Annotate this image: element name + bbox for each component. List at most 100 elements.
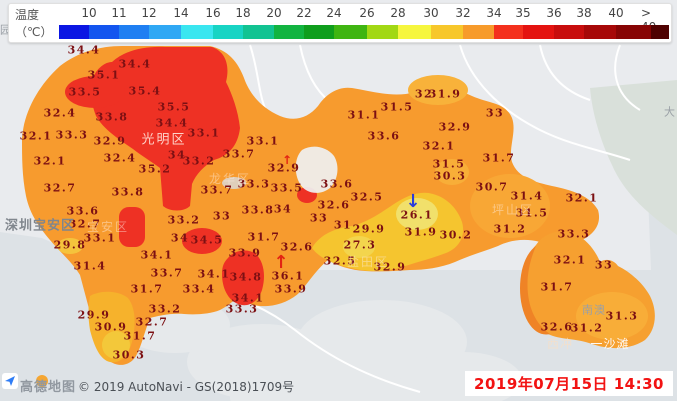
legend-tick: 35 xyxy=(515,6,531,20)
temp-label: 31.7 xyxy=(123,329,157,343)
temp-label: 32.5 xyxy=(323,254,357,268)
legend-swatch xyxy=(59,25,89,39)
autonavi-logo-icon xyxy=(2,373,18,389)
legend-swatch xyxy=(616,25,651,39)
temperature-legend: 温度 （℃） 10 11 12 14 16 18 20 22 24 26 28 30 32 34 35 36 3… xyxy=(8,3,672,43)
temp-label: 33.3 xyxy=(237,177,271,191)
temp-label: 31.7 xyxy=(482,151,516,165)
legend-tick: 11 xyxy=(111,6,127,20)
temp-label: 32.9 xyxy=(373,260,407,274)
legend-tick: 24 xyxy=(326,6,342,20)
temp-label: 33 xyxy=(485,106,505,120)
legend-tick: 20 xyxy=(266,6,282,20)
temp-label: 31.4 xyxy=(73,259,107,273)
temp-label: 31.7 xyxy=(540,280,574,294)
temp-label: 33 xyxy=(594,258,614,272)
legend-tick: 40 xyxy=(608,6,624,20)
temp-label: 33.2 xyxy=(167,213,201,227)
legend-tick: 34 xyxy=(486,6,502,20)
place-label: 坪山区 xyxy=(491,203,535,217)
temp-label: 32.5 xyxy=(350,190,384,204)
temp-label: 31.2 xyxy=(570,321,604,335)
temp-label: 34.8 xyxy=(229,270,263,284)
temp-label: 34.1 xyxy=(140,248,174,262)
temp-label: 32.6 xyxy=(317,198,351,212)
legend-tick: 32 xyxy=(455,6,471,20)
legend-tick: 26 xyxy=(359,6,375,20)
blue-down-arrow-icon: ↓ xyxy=(405,191,421,212)
brand-name: 高德地图 xyxy=(20,380,77,395)
legend-title-line2: （℃） xyxy=(15,24,53,39)
legend-tick: 30 xyxy=(423,6,439,20)
temp-label: 32.7 xyxy=(43,181,77,195)
reservoir-blob xyxy=(222,177,246,189)
temp-label: 35.4 xyxy=(128,84,162,98)
temp-label: 32.6 xyxy=(540,320,574,334)
temp-label: 31.3 xyxy=(605,309,639,323)
temp-label: 33 xyxy=(309,211,329,225)
temp-label: 26.1 xyxy=(400,208,434,222)
temp-label: 31.5 xyxy=(515,206,549,220)
temp-label: 32.1 xyxy=(422,139,456,153)
legend-tick: 22 xyxy=(296,6,312,20)
legend-swatch xyxy=(651,25,669,39)
temp-label: 33.7 xyxy=(200,183,234,197)
legend-tick: 28 xyxy=(390,6,406,20)
place-label: 深圳宝安区 xyxy=(4,218,76,234)
legend-swatch xyxy=(398,25,431,39)
temp-label: 35.2 xyxy=(138,162,172,176)
temp-label: 31.4 xyxy=(510,189,544,203)
temp-label: 32.7 xyxy=(68,217,102,231)
temp-label: 33.9 xyxy=(274,282,308,296)
temp-label: 29.9 xyxy=(352,222,386,236)
temp-label: 33.8 xyxy=(241,203,275,217)
thermal-34-plus-patches xyxy=(65,46,317,306)
temp-label: 32.9 xyxy=(438,120,472,134)
temp-label: 33.6 xyxy=(320,177,354,191)
temp-label: 32.1 xyxy=(19,129,53,143)
legend-swatch xyxy=(494,25,523,39)
temp-label: 34 xyxy=(273,202,293,216)
place-label: 南澳 xyxy=(582,303,606,317)
legend-swatch xyxy=(181,25,213,39)
legend-tick: 14 xyxy=(173,6,189,20)
temp-label: 33 xyxy=(212,209,232,223)
place-label: 龙华区 xyxy=(208,172,252,186)
temp-label: 34.4 xyxy=(155,116,189,130)
temp-label: 31.5 xyxy=(432,157,466,171)
temp-label: 33.1 xyxy=(187,126,221,140)
temp-label: 35.5 xyxy=(157,100,191,114)
thermal-30-32-patches xyxy=(57,75,648,363)
temp-label: 30.7 xyxy=(475,180,509,194)
temp-label: 33.8 xyxy=(111,185,145,199)
temp-label: 31.9 xyxy=(428,87,462,101)
temp-label: 29.9 xyxy=(77,308,111,322)
legend-swatch xyxy=(119,25,149,39)
legend-swatch-row xyxy=(9,25,671,39)
daya-bay-water xyxy=(590,80,677,235)
temp-label: 30.3 xyxy=(433,169,467,183)
temp-label: 32.9 xyxy=(93,134,127,148)
place-label: 西冲 xyxy=(546,337,574,351)
red-up-arrow-icon: ↑ xyxy=(281,153,293,167)
legend-tick: 18 xyxy=(235,6,251,20)
temp-label: 31.1 xyxy=(347,108,381,122)
thermal-dapeng-west-strip xyxy=(520,246,550,335)
temp-label: 32.6 xyxy=(280,240,314,254)
temp-label: 33.9 xyxy=(228,246,262,260)
temp-label: 33.2 xyxy=(148,302,182,316)
temp-label: 33.1 xyxy=(246,134,280,148)
temp-label: 34.5 xyxy=(190,233,224,247)
legend-tick: 16 xyxy=(205,6,221,20)
legend-title-line1: 温度 xyxy=(15,8,40,22)
sea-west xyxy=(0,232,86,272)
map-attribution: © 2019 AutoNavi - GS(2018)1709号 xyxy=(78,380,295,394)
temp-label: 32.1 xyxy=(565,191,599,205)
temp-label: 33.2 xyxy=(182,154,216,168)
temp-label: 34.4 xyxy=(118,57,152,71)
temp-label: 32.1 xyxy=(33,154,67,168)
temp-label: 33.5 xyxy=(68,85,102,99)
